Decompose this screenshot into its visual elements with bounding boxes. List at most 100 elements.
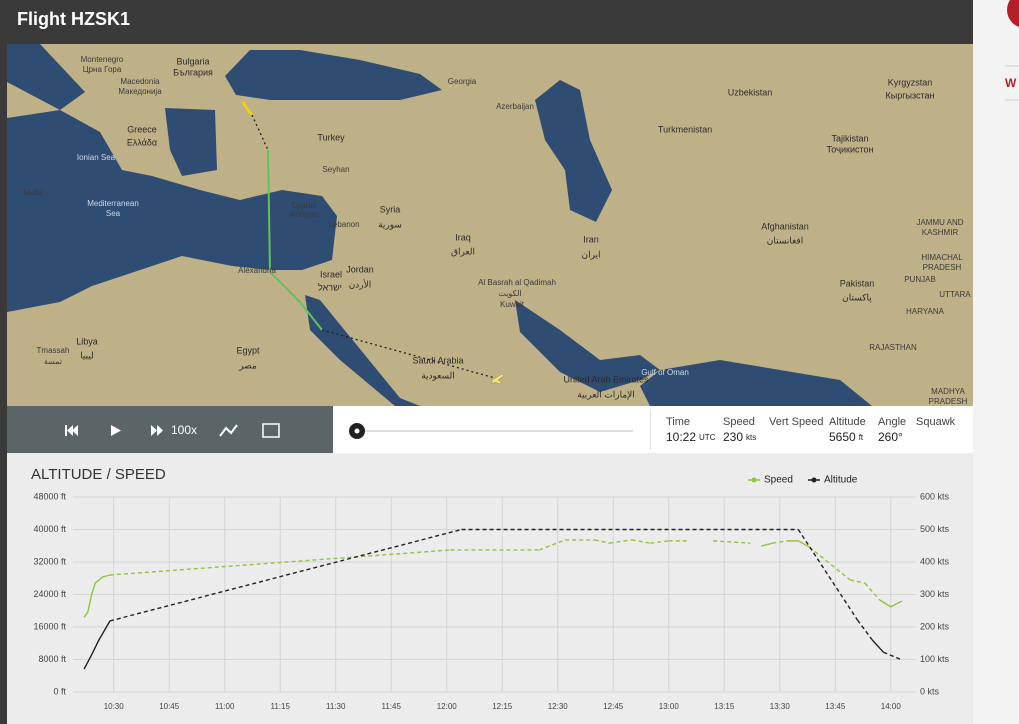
sea [640, 360, 872, 406]
info-value: 230 kts [723, 430, 756, 444]
map-label: HIMACHAL [921, 253, 963, 262]
map-label: JAMMU AND [916, 218, 963, 227]
interpolated-segment [650, 540, 669, 544]
map-label: العراق [451, 246, 475, 257]
chart-title: ALTITUDE / SPEED [31, 466, 166, 483]
map-label: KASHMIR [922, 228, 959, 237]
interpolated-segment [772, 540, 788, 544]
map-label: Tajikistan [831, 133, 868, 143]
info-value: 10:22 UTC [666, 430, 716, 444]
y-tick-label: 8000 ft [38, 654, 66, 664]
interpolated-segment [713, 540, 751, 544]
legend-label[interactable]: Speed [764, 475, 793, 486]
sea [515, 300, 660, 392]
legend-label[interactable]: Altitude [824, 475, 858, 486]
map-label: Sea [106, 209, 121, 218]
map-label: الكويت [498, 289, 521, 298]
side-badge [1007, 0, 1019, 27]
map-label: Κύπρος [290, 210, 318, 219]
map-label: Iraq [455, 232, 471, 242]
fast-forward-button[interactable] [151, 425, 163, 436]
header-title: Flight HZSK1 [17, 9, 130, 29]
map-label: Israel [320, 269, 342, 279]
map-label: Тоҷикистон [827, 144, 874, 154]
map-label: Montenegro [81, 55, 124, 64]
info-unit: ft [859, 433, 864, 442]
x-tick-label: 13:00 [659, 702, 680, 711]
sea [225, 50, 442, 100]
info-value: 10:22 [666, 430, 696, 444]
info-label: Time [666, 416, 690, 428]
map-label: Turkmenistan [658, 124, 712, 134]
y2-tick-label: 400 kts [920, 556, 950, 566]
x-tick-label: 11:00 [215, 702, 235, 711]
fullscreen-button[interactable] [262, 423, 280, 438]
map-label: الأردن [349, 278, 372, 290]
map-label: Kuwait [500, 300, 525, 309]
y-tick-label: 40000 ft [33, 524, 66, 534]
map-label: Kyrgyzstan [888, 77, 933, 87]
interpolated-segment [109, 549, 451, 576]
interpolated-segment [539, 539, 566, 551]
sea [165, 108, 217, 176]
map-label: ישראל [318, 282, 342, 292]
info-label: Squawk [916, 416, 956, 428]
map-label: MADHYA [931, 387, 965, 396]
interpolated-segment [883, 651, 903, 661]
aircraft-icon[interactable] [491, 373, 505, 385]
series-line [83, 620, 111, 670]
y2-tick-label: 100 kts [920, 654, 950, 664]
flight-path [251, 114, 269, 151]
map-label: Ionian Sea [77, 153, 116, 162]
island [300, 178, 322, 190]
graph-toggle[interactable] [219, 424, 238, 437]
map-label: پاکستان [842, 292, 872, 303]
map-label: Turkey [317, 132, 345, 142]
playback-speed[interactable]: 100x [171, 423, 197, 437]
series-line [83, 574, 111, 618]
map-label: Alexandria [238, 266, 276, 275]
interpolated-segment [109, 528, 462, 622]
map-label: Seyhan [322, 165, 349, 174]
map-label: Al Basrah al Qadimah [478, 278, 556, 287]
map-label: Iran [583, 234, 599, 244]
map-label: Afghanistan [761, 221, 809, 231]
map-label: افغانستان [767, 235, 804, 245]
y2-tick-label: 200 kts [920, 621, 950, 631]
map-label: ایران [581, 249, 600, 260]
map-label: България [173, 67, 213, 77]
x-tick-label: 13:30 [770, 702, 791, 711]
interpolated-segment [631, 539, 651, 544]
map-label: Cyprus [291, 201, 316, 210]
x-tick-label: 11:45 [382, 702, 402, 711]
interpolated-segment [609, 539, 632, 544]
map-label: UTTARA [939, 290, 971, 299]
sea [7, 44, 85, 110]
map-label: PUNJAB [904, 275, 936, 284]
series-line [761, 542, 773, 547]
series-line [879, 599, 903, 608]
chart-panel [7, 453, 973, 724]
info-value: 260° [878, 430, 903, 444]
sea [535, 80, 612, 222]
info-label: Vert Speed [769, 416, 823, 428]
play-button[interactable] [111, 425, 121, 436]
map-label: Saudi Arabia [412, 355, 463, 365]
x-tick-label: 12:00 [437, 702, 458, 711]
series-line [871, 639, 884, 653]
sea [305, 295, 420, 406]
map-label: HARYANA [906, 307, 945, 316]
map-label: RAJASTHAN [869, 343, 917, 352]
series-line [787, 540, 810, 548]
map-label: السعودية [421, 370, 455, 381]
x-tick-label: 14:00 [881, 702, 902, 711]
timeline-knob-center [354, 428, 360, 434]
info-unit: kts [746, 433, 756, 442]
map-label: Gulf of Oman [641, 368, 689, 377]
skip-back-button[interactable] [65, 425, 78, 436]
map-label: Црна Гора [83, 65, 122, 74]
info-label: Speed [723, 416, 755, 428]
